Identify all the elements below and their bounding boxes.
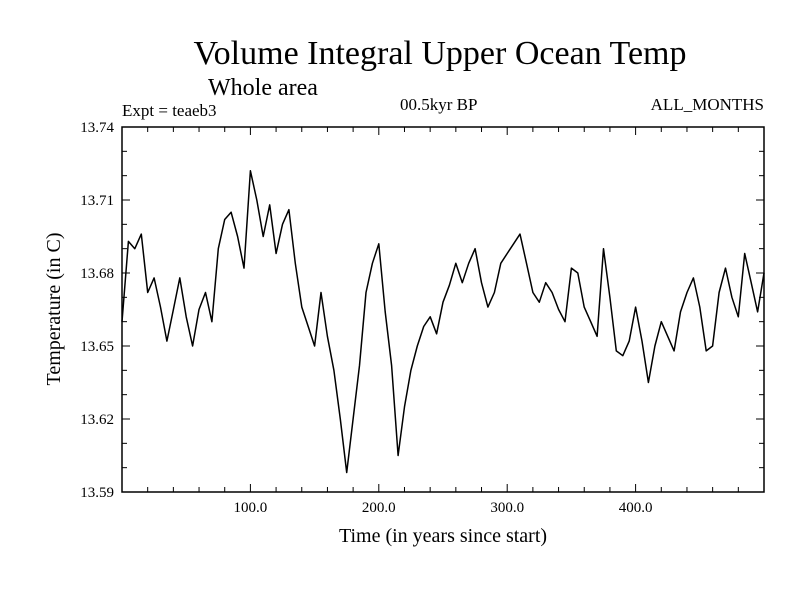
x-tick-label: 100.0 [234,500,268,516]
x-tick-label: 200.0 [362,500,396,516]
plot-frame [121,126,765,493]
y-tick-label: 13.68 [80,266,114,282]
y-axis-label: Temperature (in C) [43,233,65,386]
x-tick-label: 400.0 [619,500,653,516]
chart-title: Volume Integral Upper Ocean Temp [194,35,687,72]
chart-subtitle: Whole area [208,75,318,101]
tick-marks [122,127,764,492]
y-tick-label: 13.71 [80,193,114,209]
expt-label: Expt = teaeb3 [122,101,217,120]
y-tick-label: 13.65 [80,339,114,355]
y-tick-label: 13.59 [80,485,114,501]
y-tick-label: 13.74 [80,120,114,136]
y-tick-label: 13.62 [80,412,114,428]
tick-labels: 100.0 200.0 300.0 400.0 13.59 13.62 13.65 13.68… [80,120,652,516]
series-line-temperature [121,170,765,474]
period-label: 00.5kyr BP [400,95,477,114]
x-axis-label: Time (in years since start) [339,525,547,547]
x-tick-label: 300.0 [490,500,524,516]
months-label: ALL_MONTHS [651,95,764,114]
